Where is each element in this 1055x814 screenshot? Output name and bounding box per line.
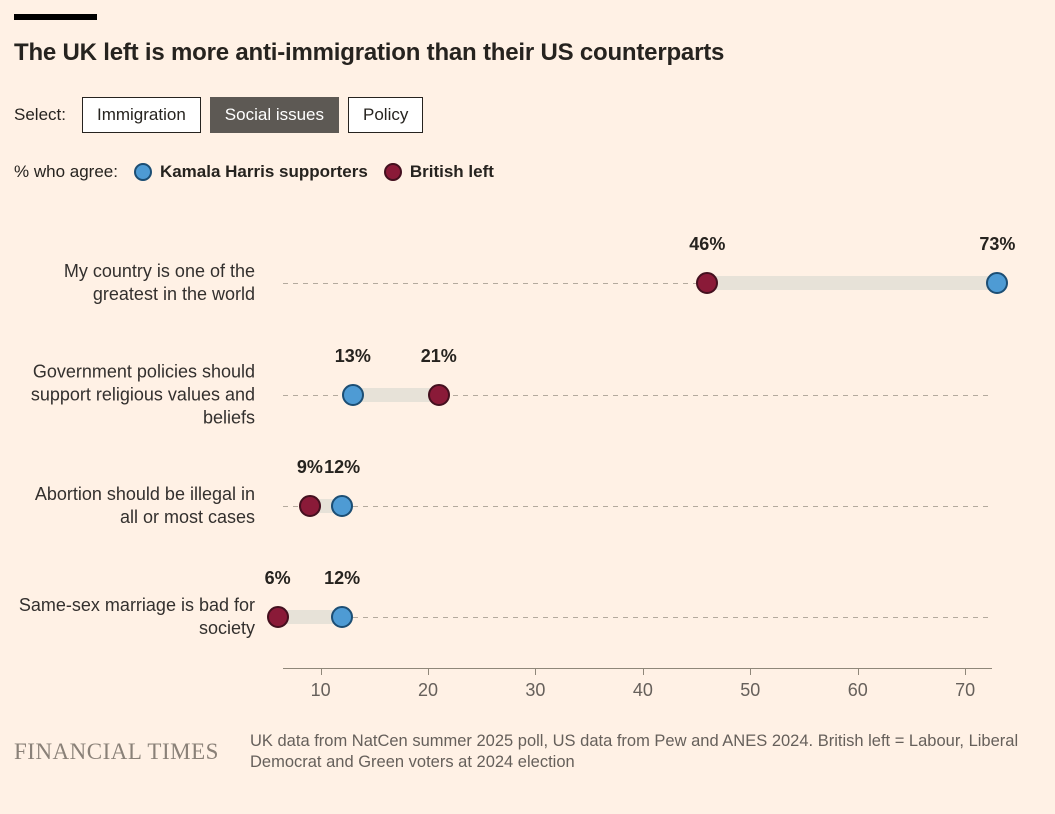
x-axis-tick <box>857 668 859 675</box>
select-button-social-issues[interactable]: Social issues <box>209 97 340 133</box>
british-left-dot-icon <box>383 163 402 181</box>
category-label: Same-sex marriage is bad for society <box>18 595 255 638</box>
x-axis-tick <box>320 668 322 675</box>
kamala-harris-supporters-dot <box>986 272 1009 294</box>
x-axis-tick-label: 60 <box>847 680 868 700</box>
row-gridline <box>283 616 992 618</box>
legend-series-name: Kamala Harris supporters <box>159 162 368 181</box>
select-label: Select: <box>14 105 66 124</box>
chart-title: The UK left is more anti-immigration tha… <box>14 39 725 66</box>
row-gridline <box>283 505 992 507</box>
value-label: 46% <box>689 234 726 254</box>
british-left-dot <box>427 384 450 406</box>
value-label: 13% <box>334 346 371 366</box>
x-axis-tick-label: 70 <box>955 680 976 700</box>
select-button-policy[interactable]: Policy <box>348 97 424 133</box>
x-axis-tick <box>750 668 752 675</box>
select-button-group: Immigration Social issues Policy <box>81 97 424 133</box>
kamala-harris-supporters-dot <box>341 384 364 406</box>
category-label: Government policies should support relig… <box>30 361 255 428</box>
footer: FINANCIAL TIMES UK data from NatCen summ… <box>14 731 1041 773</box>
x-axis-tick <box>642 668 644 675</box>
x-axis-tick-label: 20 <box>418 680 439 700</box>
x-axis-tick <box>428 668 430 675</box>
dumbbell-connector <box>707 276 998 290</box>
category-label: Abortion should be illegal in all or mos… <box>34 484 255 527</box>
british-left-dot <box>696 272 719 294</box>
source-note: UK data from NatCen summer 2025 poll, US… <box>250 732 1019 771</box>
kamala-harris-supporters-dot-icon <box>133 163 152 181</box>
legend: % who agree: Kamala Harris supporters Bri… <box>14 160 1041 184</box>
x-axis-line <box>283 668 992 669</box>
value-label: 6% <box>264 568 291 588</box>
select-button-immigration[interactable]: Immigration <box>81 97 201 133</box>
value-label: 9% <box>296 457 323 477</box>
kamala-harris-supporters-dot <box>331 606 354 628</box>
x-axis-tick-label: 40 <box>632 680 653 700</box>
kamala-harris-supporters-dot <box>331 495 354 517</box>
x-axis-tick-label: 30 <box>525 680 546 700</box>
row-gridline <box>283 394 992 396</box>
row-gridline <box>283 282 992 284</box>
british-left-dot <box>266 606 289 628</box>
legend-items: Kamala Harris supporters British left <box>118 162 494 182</box>
legend-label: % who agree: <box>14 162 118 181</box>
value-label: 12% <box>324 568 361 588</box>
x-axis-tick-label: 50 <box>740 680 761 700</box>
chart-controls: Select: Immigration Social issues Policy <box>14 96 1041 134</box>
dumbbell-connector <box>352 388 439 402</box>
value-label: 12% <box>324 457 361 477</box>
x-axis-tick <box>535 668 537 675</box>
ft-logo: FINANCIAL TIMES <box>14 739 219 764</box>
ft-top-rule <box>14 14 97 20</box>
british-left-dot <box>298 495 321 517</box>
category-label: My country is one of the greatest in the… <box>63 261 255 304</box>
legend-item-kamala-harris-supporters: Kamala Harris supporters <box>133 162 368 182</box>
dumbbell-chart: My country is one of the greatest in the… <box>14 200 1041 705</box>
legend-item-british-left: British left <box>383 162 494 182</box>
value-label: 73% <box>979 234 1016 254</box>
x-axis-tick-label: 10 <box>310 680 331 700</box>
legend-series-name: British left <box>409 162 494 181</box>
value-label: 21% <box>420 346 457 366</box>
x-axis-tick <box>965 668 967 675</box>
dumbbell-connector <box>277 610 343 624</box>
